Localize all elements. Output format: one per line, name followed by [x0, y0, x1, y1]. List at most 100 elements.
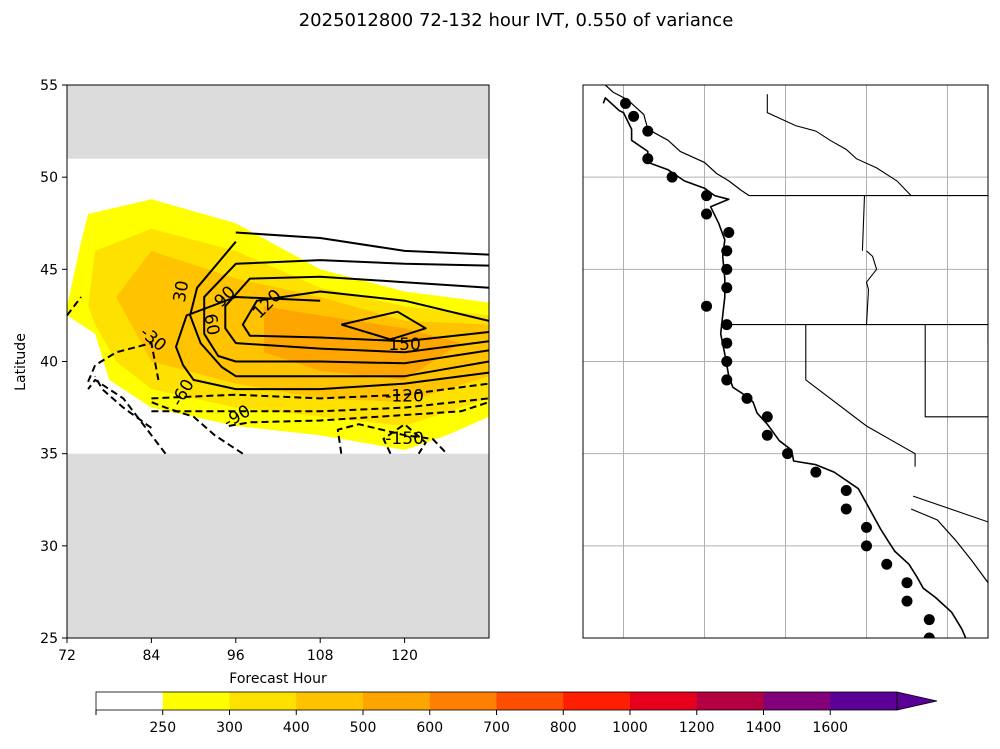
colorbar-segment-5	[429, 692, 498, 710]
colorbar-ticks: 250 300 400 500 600 700 800 1000 1200 1400 1600	[95, 710, 848, 736]
colorbar-segment-2	[229, 692, 297, 710]
station-point-6	[701, 208, 713, 220]
y-axis-ticks: 25 30 35 40 45 50 55	[40, 78, 67, 647]
contour-line-neg150-15	[336, 423, 448, 455]
colorbar-tick-label-1000: 1000	[612, 720, 648, 736]
map-frame	[582, 84, 989, 639]
station-point-11	[701, 300, 713, 312]
coastline	[602, 97, 967, 638]
station-point-14	[721, 356, 733, 367]
contour-line-neg90-13	[151, 397, 489, 413]
masked-band-1	[67, 85, 489, 159]
station-point-19	[782, 448, 794, 460]
border-line-6	[924, 324, 988, 418]
station-point-2	[642, 125, 654, 137]
colorbar-tick-label-300: 300	[216, 720, 243, 736]
contour-label-4: 150	[388, 335, 420, 355]
y-axis-label: Latitude	[13, 333, 29, 391]
contour-line-neg60-11	[151, 382, 489, 400]
station-point-12	[721, 319, 733, 331]
station-point-29	[923, 632, 935, 638]
y-tick-label-35: 35	[40, 447, 58, 463]
station-point-17	[761, 411, 773, 423]
colorbar-tick-label-400: 400	[283, 720, 310, 736]
contour-line-pos90-3	[203, 259, 489, 365]
variance-contour-lines	[67, 231, 489, 455]
station-point-27	[901, 595, 913, 607]
station-point-4	[666, 171, 678, 183]
y-tick-label-25: 25	[40, 631, 58, 647]
figure-title: 2025012800 72-132 hour IVT, 0.550 of var…	[299, 10, 734, 31]
y-tick-label-45: 45	[40, 262, 58, 278]
x-tick-label-84: 84	[142, 648, 160, 664]
station-point-20	[810, 466, 822, 478]
border-line-5	[912, 495, 988, 523]
colorbar-tick-label-250: 250	[149, 720, 176, 736]
station-point-7	[723, 226, 735, 238]
x-axis-label: Forecast Hour	[229, 671, 327, 687]
contour-line-pos150-6	[341, 310, 427, 341]
station-point-18	[761, 429, 773, 441]
right-panel-map	[582, 84, 989, 639]
station-point-10	[721, 282, 733, 294]
station-markers	[620, 97, 935, 638]
border-line-3	[861, 195, 866, 251]
colorbar-tick-label-1600: 1600	[812, 720, 848, 736]
colorbar-segment-7	[563, 692, 631, 710]
contour-label-2: 60	[199, 312, 222, 337]
contour-label-8: -120	[385, 387, 424, 407]
station-point-1	[628, 110, 640, 122]
colorbar-segment-0	[96, 692, 164, 710]
no-data-mask	[67, 85, 489, 638]
contour-line-pos150-5	[241, 290, 489, 343]
y-tick-label-30: 30	[40, 539, 58, 555]
contour-line-neg60-10	[87, 378, 167, 455]
contour-line-pos120-4	[224, 275, 489, 354]
colorbar-segment-1	[162, 692, 231, 710]
colorbar-segment-6	[496, 692, 564, 710]
station-point-13	[721, 337, 733, 349]
colorbar-tick-label-800: 800	[550, 720, 577, 736]
contour-label-0: 30	[170, 279, 193, 304]
contour-label-9: -150	[385, 429, 424, 449]
coastlines-and-borders	[602, 85, 988, 638]
colorbar-segment-10	[763, 692, 831, 710]
station-point-26	[901, 577, 913, 589]
station-point-28	[923, 614, 935, 626]
y-tick-label-55: 55	[40, 78, 58, 94]
x-tick-label-108: 108	[307, 648, 334, 664]
colorbar-tick-label-700: 700	[483, 720, 510, 736]
colorbar-segment-9	[696, 692, 765, 710]
border-line-8	[766, 94, 912, 196]
contour-line-neg30-8	[87, 342, 160, 383]
gulf-coastline	[910, 508, 988, 584]
colorbar-segment-3	[296, 692, 364, 710]
border-line-4	[865, 250, 878, 325]
colorbar-segments	[96, 691, 938, 711]
x-axis-ticks: 72 84 96 108 120	[58, 638, 418, 664]
contour-line-pos60-2	[189, 241, 489, 378]
station-point-3	[642, 153, 654, 165]
colorbar-tick-label-500: 500	[350, 720, 377, 736]
colorbar-segment-11	[830, 692, 898, 710]
colorbar: 250 300 400 500 600 700 800 1000 1200 1400 1600	[95, 691, 938, 736]
colorbar-tick-label-600: 600	[416, 720, 443, 736]
colorbar-extend-arrow	[896, 691, 938, 711]
station-point-21	[840, 485, 852, 497]
x-tick-label-96: 96	[227, 648, 245, 664]
y-tick-label-40: 40	[40, 355, 58, 371]
masked-band-0	[67, 453, 489, 638]
station-point-16	[741, 392, 753, 404]
station-point-9	[721, 263, 733, 275]
station-point-24	[861, 540, 872, 552]
station-point-23	[861, 521, 872, 533]
station-point-22	[840, 503, 852, 515]
contour-line-pos30-0	[235, 231, 489, 256]
station-point-15	[721, 374, 733, 386]
colorbar-tick-label-1400: 1400	[746, 720, 782, 736]
border-line-2	[805, 324, 916, 467]
station-point-0	[620, 97, 632, 109]
contour-line-neg30-7	[67, 296, 82, 317]
station-point-8	[721, 245, 733, 257]
